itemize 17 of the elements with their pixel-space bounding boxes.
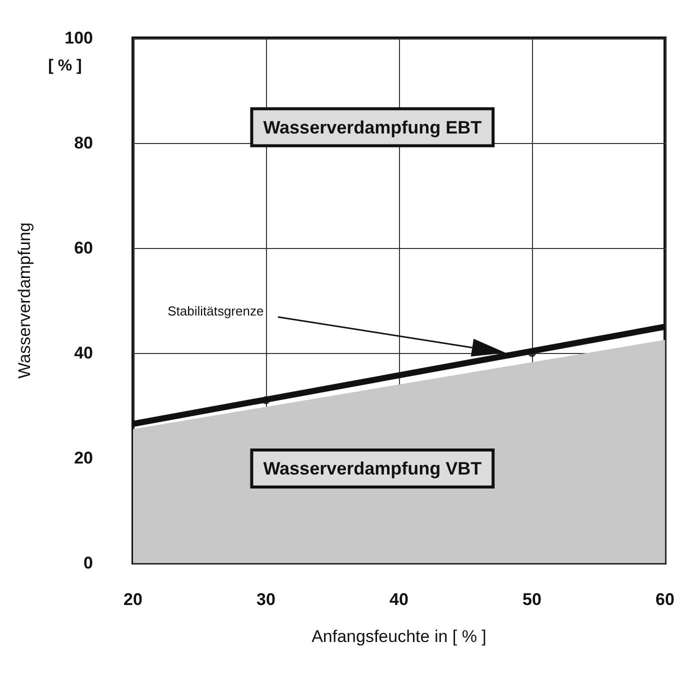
x-tick-label: 40: [390, 590, 408, 609]
y-tick-label: 0: [84, 554, 93, 572]
y-tick-label: 80: [74, 134, 93, 152]
x-tick-label: 20: [124, 590, 142, 609]
x-tick-label: 50: [522, 590, 542, 609]
text: [ % ]: [48, 58, 82, 74]
annotation: Wasserverdampfung VBT: [263, 458, 482, 478]
annotation: Stabilitätsgrenze: [168, 304, 264, 318]
y-tick-label: 40: [74, 344, 93, 362]
y-tick-label: 20: [74, 448, 93, 468]
x-tick-label: 30: [256, 590, 276, 609]
annotation: Wasserverdampfung EBT: [263, 117, 482, 138]
x-tick-label: 60: [656, 590, 674, 609]
y-axis-title: Wasserverdampfung: [15, 222, 34, 379]
y-tick-label: 60: [74, 238, 93, 258]
y-tick-label: 100: [64, 28, 93, 48]
x-axis-title: Anfangsfeuchte in [ % ]: [312, 627, 486, 646]
